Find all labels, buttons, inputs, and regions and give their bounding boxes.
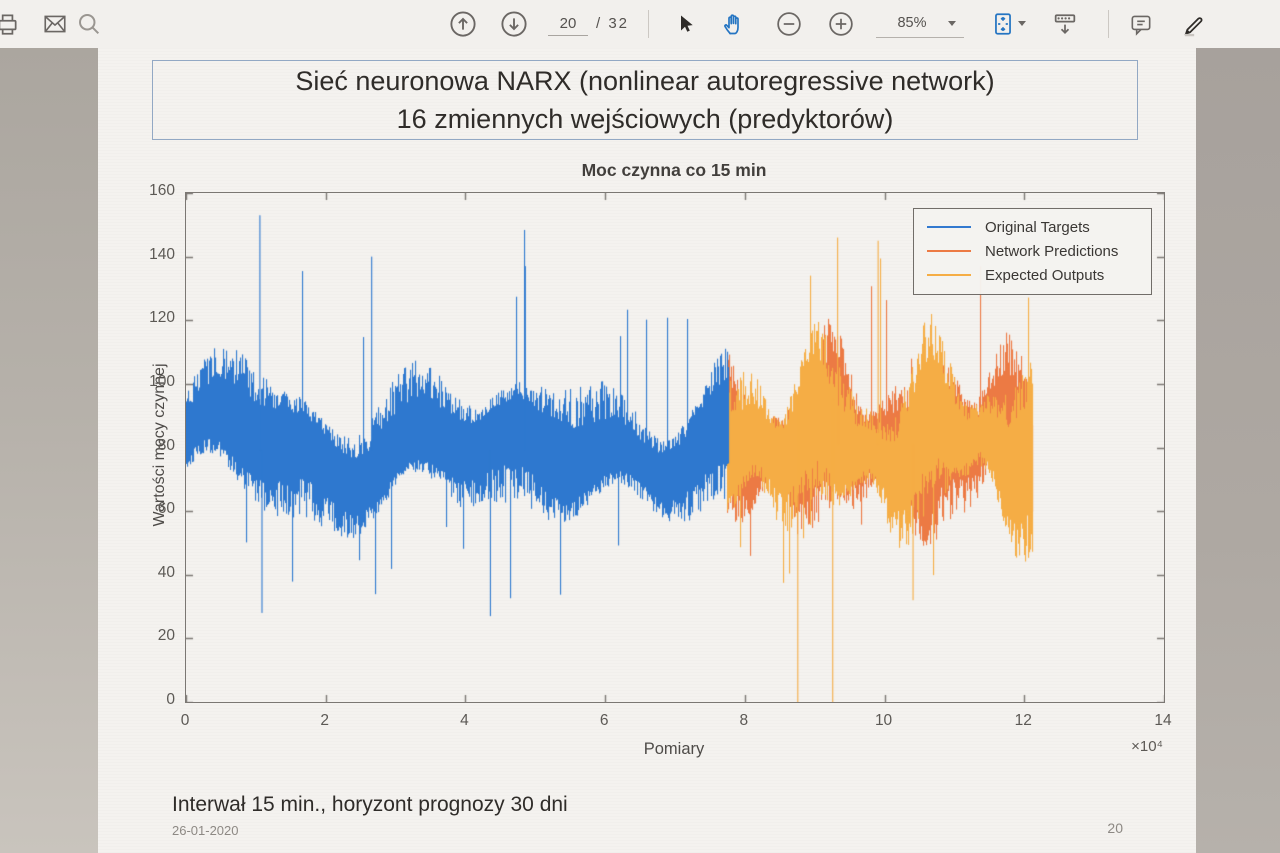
printer-icon [0,11,20,37]
search-icon [75,10,103,38]
hand-icon [720,11,747,38]
legend-label: Original Targets [985,218,1090,236]
slide-date: 26-01-2020 [172,823,239,838]
x-tick-label: 4 [460,712,469,729]
fit-page-icon [990,11,1016,37]
comment-button[interactable] [1124,7,1158,41]
toolbar-divider [1108,10,1109,38]
legend-label: Expected Outputs [985,266,1105,284]
viewer-background-right [1196,48,1280,853]
select-tool-button[interactable] [668,7,702,41]
toolbar-divider [648,10,649,38]
zoom-level-value: 85% [897,15,927,31]
legend-entry: Expected Outputs [914,263,1151,287]
email-button[interactable] [38,7,72,41]
scrolling-page-icon [1051,10,1079,38]
zoom-level-select[interactable]: 85% [876,9,964,38]
slide-page-number: 20 [1107,820,1123,836]
page-total-label: / 32 [596,14,630,32]
hand-tool-button[interactable] [716,7,750,41]
y-tick-label: 0 [166,691,175,708]
legend-label: Network Predictions [985,242,1119,260]
comment-bubble-icon [1128,11,1154,37]
slide-title-box: Sieć neuronowa NARX (nonlinear autoregre… [152,60,1138,140]
y-tick-label: 80 [157,436,175,454]
print-button[interactable] [0,7,24,41]
envelope-icon [42,11,68,37]
legend-entry: Original Targets [914,215,1151,239]
slide-title-line1: Sieć neuronowa NARX (nonlinear autoregre… [295,66,995,96]
x-tick-label: 12 [1014,712,1032,729]
legend-line-swatch [927,225,971,229]
y-tick-label: 100 [149,372,175,390]
cursor-icon [673,12,697,36]
pdf-toolbar: 20 / 32 85% [0,0,1280,49]
slide-footnote: Interwał 15 min., horyzont prognozy 30 d… [172,793,568,816]
x-tick-label: 10 [874,712,893,729]
next-page-button[interactable] [497,7,531,41]
y-tick-label: 140 [149,245,175,263]
y-tick-label: 20 [157,627,175,645]
fit-page-button[interactable] [986,7,1020,41]
x-tick-label: 0 [180,712,190,729]
arrow-up-circle-icon [448,9,478,39]
page-number-input[interactable]: 20 [548,11,588,36]
chevron-down-icon [948,20,956,26]
x-tick-label: 6 [599,712,609,729]
x-tick-label: 14 [1154,712,1172,729]
previous-page-button[interactable] [446,7,480,41]
highlight-pen-button[interactable] [1176,7,1210,41]
y-tick-label: 40 [157,563,175,581]
x-tick-label: 2 [320,712,330,729]
arrow-down-circle-icon [499,9,529,39]
y-tick-label: 120 [149,309,175,327]
x-tick-label: 8 [739,712,749,729]
legend-line-swatch [927,249,971,253]
search-button[interactable] [72,7,106,41]
minus-circle-icon [775,10,803,38]
plus-circle-icon [827,10,855,38]
zoom-out-button[interactable] [772,7,806,41]
legend-entry: Network Predictions [914,239,1151,263]
x-axis-label: Pomiary [643,740,705,758]
y-tick-label: 160 [149,182,175,199]
chart-legend: Original Targets Network Predictions Expec… [913,208,1152,295]
y-tick-label: 60 [157,500,175,518]
x-axis-multiplier: ×10⁴ [1131,738,1163,755]
scroll-mode-button[interactable] [1048,7,1082,41]
pdf-page: Sieć neuronowa NARX (nonlinear autoregre… [98,48,1196,853]
slide-title-line2: 16 zmiennych wejściowych (predyktorów) [396,104,894,134]
chart-title: Moc czynna co 15 min [581,160,767,180]
zoom-in-button[interactable] [824,7,858,41]
page-number-value: 20 [559,14,577,32]
pen-icon [1179,10,1207,38]
legend-line-swatch [927,273,971,277]
chevron-down-icon[interactable] [1018,21,1026,26]
viewer-background-left [0,48,98,853]
